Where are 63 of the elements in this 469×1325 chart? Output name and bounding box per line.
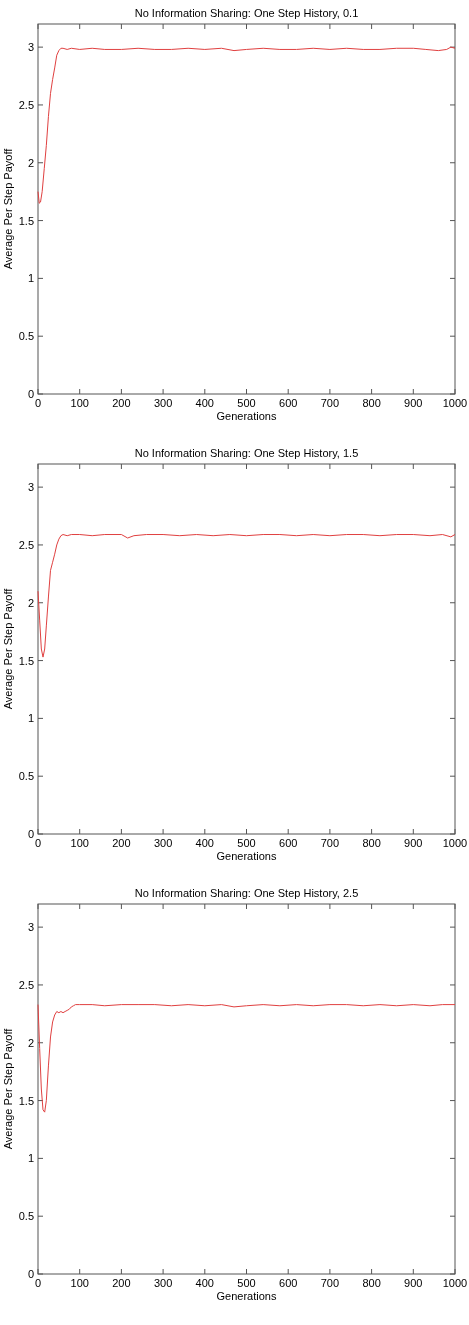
x-tick-label: 100 xyxy=(70,397,89,409)
x-tick-label: 400 xyxy=(195,397,214,409)
y-tick-label: 0.5 xyxy=(18,770,34,783)
x-tick-label: 400 xyxy=(195,837,214,849)
y-axis-title: Average Per Step Payoff xyxy=(2,147,14,270)
y-tick-label: 1 xyxy=(27,1152,34,1165)
line-series xyxy=(37,46,456,204)
x-tick-label: 600 xyxy=(279,397,298,409)
x-tick-label: 800 xyxy=(362,837,381,849)
x-tick-label: 300 xyxy=(153,1277,173,1289)
x-tick-label: 300 xyxy=(153,397,173,409)
x-tick-label: 100 xyxy=(70,837,89,849)
x-tick-label: 900 xyxy=(404,1277,423,1289)
x-tick-label: 600 xyxy=(279,837,298,849)
y-axis-title: Average Per Step Payoff xyxy=(2,587,14,710)
x-tick-label: 700 xyxy=(320,1277,340,1289)
x-tick-label: 400 xyxy=(195,1277,214,1289)
y-tick-label: 0.5 xyxy=(18,330,34,343)
line-series xyxy=(37,534,456,658)
line-series xyxy=(37,1004,456,1113)
chart-title: No Information Sharing: One Step History, 1.5 xyxy=(134,447,359,459)
x-tick-label: 1000 xyxy=(442,837,468,849)
y-tick-label: 2 xyxy=(27,596,34,609)
x-tick-label: 700 xyxy=(320,837,340,849)
x-axis-title: Generations xyxy=(216,410,277,422)
x-tick-label: 500 xyxy=(237,1277,256,1289)
y-tick-label: 2.5 xyxy=(18,98,34,111)
x-axis-title: Generations xyxy=(216,1290,277,1302)
y-tick-label: 1 xyxy=(27,272,34,285)
y-tick-label: 3 xyxy=(27,41,34,54)
x-tick-label: 700 xyxy=(320,397,340,409)
x-tick-label: 500 xyxy=(237,837,256,849)
x-tick-label: 600 xyxy=(279,1277,298,1289)
y-tick-label: 2.5 xyxy=(18,978,34,991)
x-tick-label: 500 xyxy=(237,397,256,409)
x-tick-label: 200 xyxy=(112,1277,131,1289)
chart-title: No Information Sharing: One Step History, 2.5 xyxy=(134,887,359,899)
y-tick-label: 1.5 xyxy=(18,1094,34,1107)
y-axis-title: Average Per Step Payoff xyxy=(2,1027,14,1150)
x-tick-label: 300 xyxy=(153,837,173,849)
y-tick-label: 1.5 xyxy=(18,214,34,227)
y-tick-label: 1.5 xyxy=(18,654,34,667)
y-tick-label: 2.5 xyxy=(18,538,34,551)
x-tick-label: 200 xyxy=(112,397,131,409)
y-tick-label: 3 xyxy=(27,921,34,934)
x-tick-label: 1000 xyxy=(442,1277,468,1289)
y-tick-label: 1 xyxy=(27,712,34,725)
x-axis-title: Generations xyxy=(216,850,277,862)
x-tick-label: 900 xyxy=(404,837,423,849)
x-tick-label: 200 xyxy=(112,837,131,849)
x-tick-label: 100 xyxy=(70,1277,89,1289)
y-tick-label: 2 xyxy=(27,156,34,169)
chart-title: No Information Sharing: One Step History, 0.1 xyxy=(134,7,359,19)
y-tick-label: 0 xyxy=(27,828,34,840)
x-tick-label: 800 xyxy=(362,1277,381,1289)
x-tick-label: 800 xyxy=(362,397,381,409)
x-tick-label: 1000 xyxy=(442,397,468,409)
x-tick-label: 900 xyxy=(404,397,423,409)
y-tick-label: 2 xyxy=(27,1036,34,1049)
y-tick-label: 0.5 xyxy=(18,1210,34,1223)
y-tick-label: 0 xyxy=(27,1268,34,1280)
y-tick-label: 3 xyxy=(27,481,34,494)
y-tick-label: 0 xyxy=(27,388,34,400)
